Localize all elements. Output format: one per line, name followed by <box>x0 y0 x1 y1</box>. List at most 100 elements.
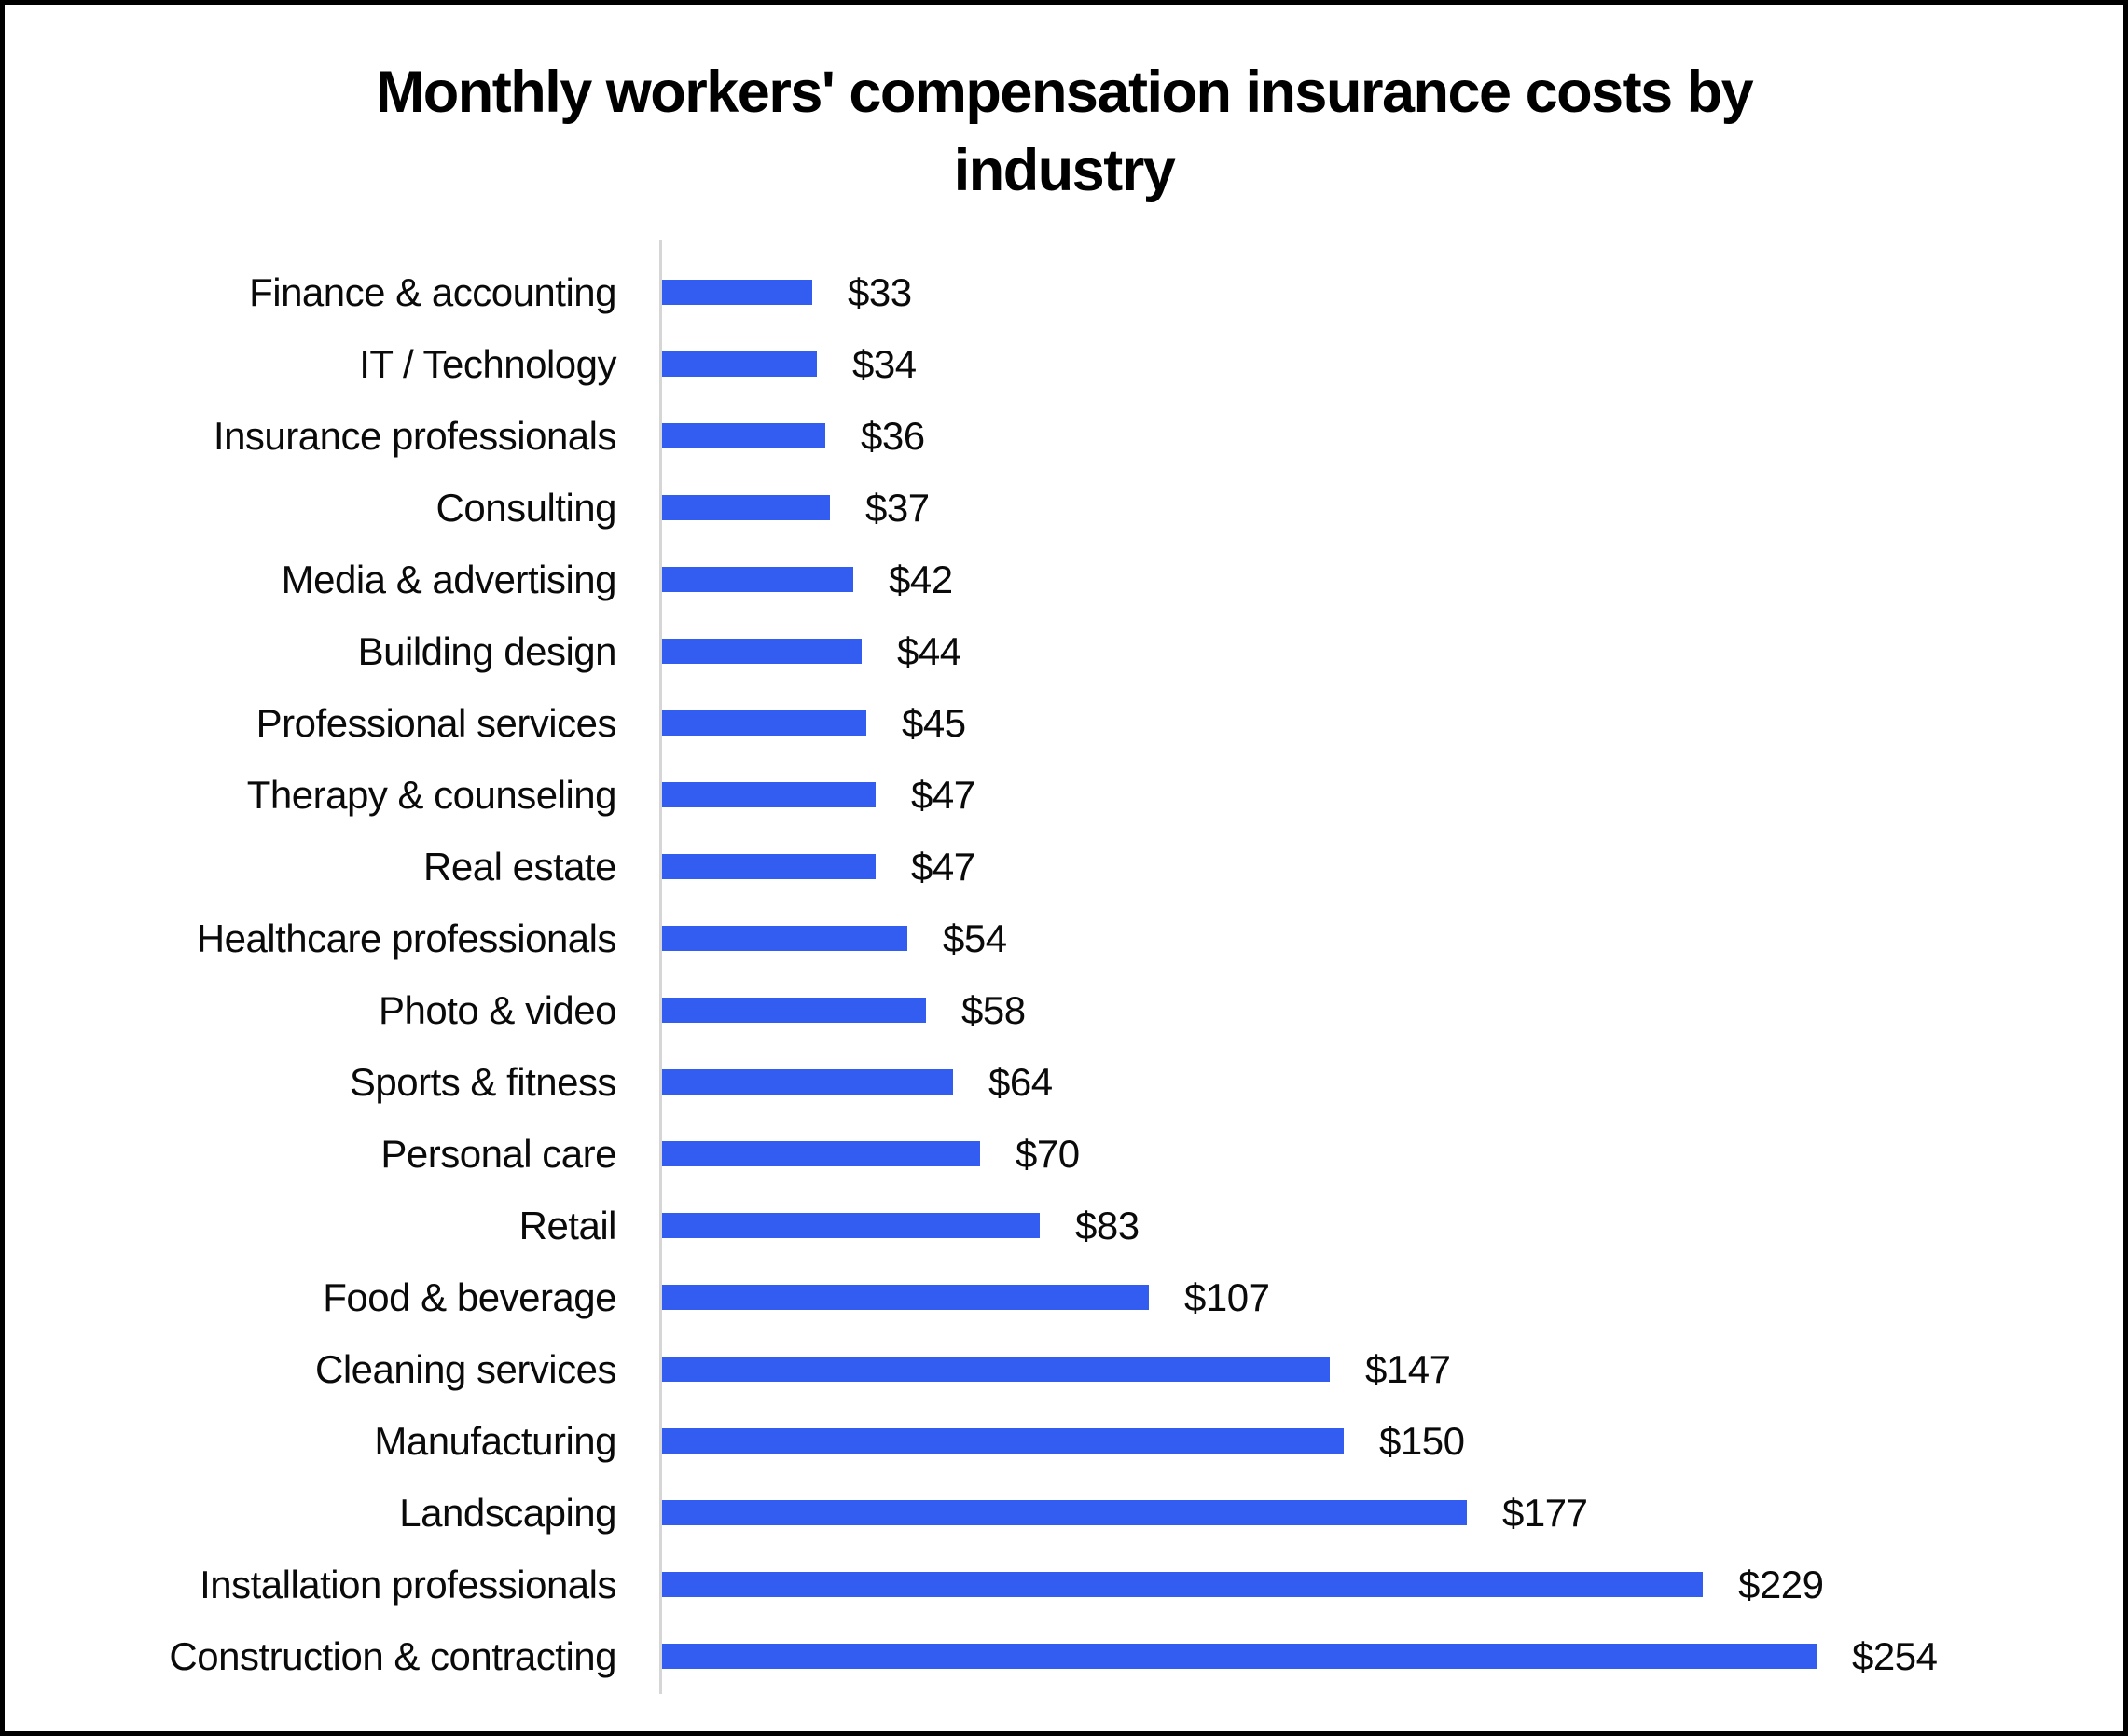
bar-cell: $107 <box>657 1261 2123 1333</box>
bar <box>662 1428 1344 1454</box>
bar <box>662 280 812 305</box>
category-label: Sports & fitness <box>349 1059 617 1104</box>
bar-cell: $147 <box>657 1333 2123 1405</box>
value-label: $150 <box>1379 1418 1465 1463</box>
bar <box>662 567 853 592</box>
value-label: $83 <box>1075 1203 1140 1247</box>
bar-row: Sports & fitness $64 <box>5 1046 2123 1118</box>
bar <box>662 423 825 448</box>
category-label: Photo & video <box>378 987 617 1032</box>
bar <box>662 1357 1330 1382</box>
bar-row: Finance & accounting $33 <box>5 256 2123 328</box>
bar-cell: $70 <box>657 1118 2123 1190</box>
bar-row: Food & beverage $107 <box>5 1261 2123 1333</box>
category-label: Landscaping <box>399 1490 616 1535</box>
category-label: Media & advertising <box>281 557 617 601</box>
value-label: $33 <box>848 269 912 314</box>
category-label: Insurance professionals <box>213 413 617 458</box>
bar <box>662 854 876 879</box>
category-label: Manufacturing <box>374 1418 616 1463</box>
value-label: $147 <box>1365 1346 1451 1391</box>
value-label: $44 <box>897 628 961 673</box>
bar-row: Personal care $70 <box>5 1118 2123 1190</box>
page-title-line-1: Monthly workers' compensation insurance … <box>375 60 1754 125</box>
value-label: $229 <box>1738 1562 1824 1606</box>
value-label: $54 <box>943 916 1007 960</box>
bar-cell: $45 <box>657 687 2123 759</box>
value-label: $36 <box>861 413 925 458</box>
bar <box>662 710 866 736</box>
bar-row: Real estate $47 <box>5 831 2123 902</box>
bar <box>662 495 830 520</box>
bar-cell: $37 <box>657 472 2123 544</box>
bar <box>662 1644 1817 1669</box>
bar-cell: $229 <box>657 1549 2123 1620</box>
bar-row: Installation professionals $229 <box>5 1549 2123 1620</box>
bar-row: Healthcare professionals $54 <box>5 902 2123 974</box>
bar-row: IT / Technology $34 <box>5 328 2123 400</box>
category-label: Retail <box>518 1203 617 1247</box>
bar <box>662 1500 1467 1525</box>
value-label: $42 <box>889 557 953 601</box>
bar-cell: $47 <box>657 759 2123 831</box>
category-label: Healthcare professionals <box>196 916 617 960</box>
bar <box>662 1069 953 1095</box>
value-label: $107 <box>1184 1274 1270 1319</box>
bar-cell: $254 <box>657 1620 2123 1692</box>
bar <box>662 1213 1040 1238</box>
bar <box>662 1572 1703 1597</box>
bar-row: Insurance professionals $36 <box>5 400 2123 472</box>
bar <box>662 782 876 807</box>
bar-cell: $44 <box>657 615 2123 687</box>
bar <box>662 1141 980 1166</box>
bar-cell: $47 <box>657 831 2123 902</box>
category-label: IT / Technology <box>359 341 616 386</box>
category-label: Personal care <box>380 1131 616 1176</box>
bar-cell: $54 <box>657 902 2123 974</box>
bar-row: Photo & video $58 <box>5 974 2123 1046</box>
category-label: Installation professionals <box>200 1562 616 1606</box>
category-label: Food & beverage <box>323 1274 616 1319</box>
value-label: $47 <box>911 772 975 817</box>
value-label: $37 <box>865 485 930 530</box>
bar-cell: $33 <box>657 256 2123 328</box>
value-label: $58 <box>961 987 1026 1032</box>
bar-row: Manufacturing $150 <box>5 1405 2123 1477</box>
value-label: $64 <box>988 1059 1053 1104</box>
bar-cell: $34 <box>657 328 2123 400</box>
bar-cell: $150 <box>657 1405 2123 1477</box>
category-label: Cleaning services <box>315 1346 617 1391</box>
y-axis-line <box>659 240 662 1694</box>
category-label: Building design <box>357 628 617 673</box>
bar-row: Construction & contracting $254 <box>5 1620 2123 1692</box>
value-label: $45 <box>902 700 966 745</box>
category-label: Finance & accounting <box>249 269 616 314</box>
bar <box>662 351 817 377</box>
bar-row: Retail $83 <box>5 1190 2123 1261</box>
bar-cell: $42 <box>657 544 2123 615</box>
page-title-line-2: industry <box>953 138 1176 204</box>
bar-row: Cleaning services $147 <box>5 1333 2123 1405</box>
bar-cell: $64 <box>657 1046 2123 1118</box>
bar-row: Building design $44 <box>5 615 2123 687</box>
category-label: Consulting <box>435 485 617 530</box>
category-label: Professional services <box>256 700 617 745</box>
bar-row: Consulting $37 <box>5 472 2123 544</box>
bar-row: Media & advertising $42 <box>5 544 2123 615</box>
category-label: Therapy & counseling <box>246 772 617 817</box>
bar-rows: Finance & accounting $33 IT / Technology $3… <box>5 256 2123 1692</box>
bar-cell: $58 <box>657 974 2123 1046</box>
bar <box>662 639 862 664</box>
value-label: $47 <box>911 844 975 889</box>
value-label: $177 <box>1502 1490 1588 1535</box>
bar-row: Professional services $45 <box>5 687 2123 759</box>
bar-cell: $177 <box>657 1477 2123 1549</box>
bar-cell: $36 <box>657 400 2123 472</box>
value-label: $254 <box>1852 1633 1938 1678</box>
category-label: Construction & contracting <box>169 1633 616 1678</box>
bar-row: Therapy & counseling $47 <box>5 759 2123 831</box>
value-label: $70 <box>1016 1131 1080 1176</box>
value-label: $34 <box>852 341 917 386</box>
bar-row: Landscaping $177 <box>5 1477 2123 1549</box>
